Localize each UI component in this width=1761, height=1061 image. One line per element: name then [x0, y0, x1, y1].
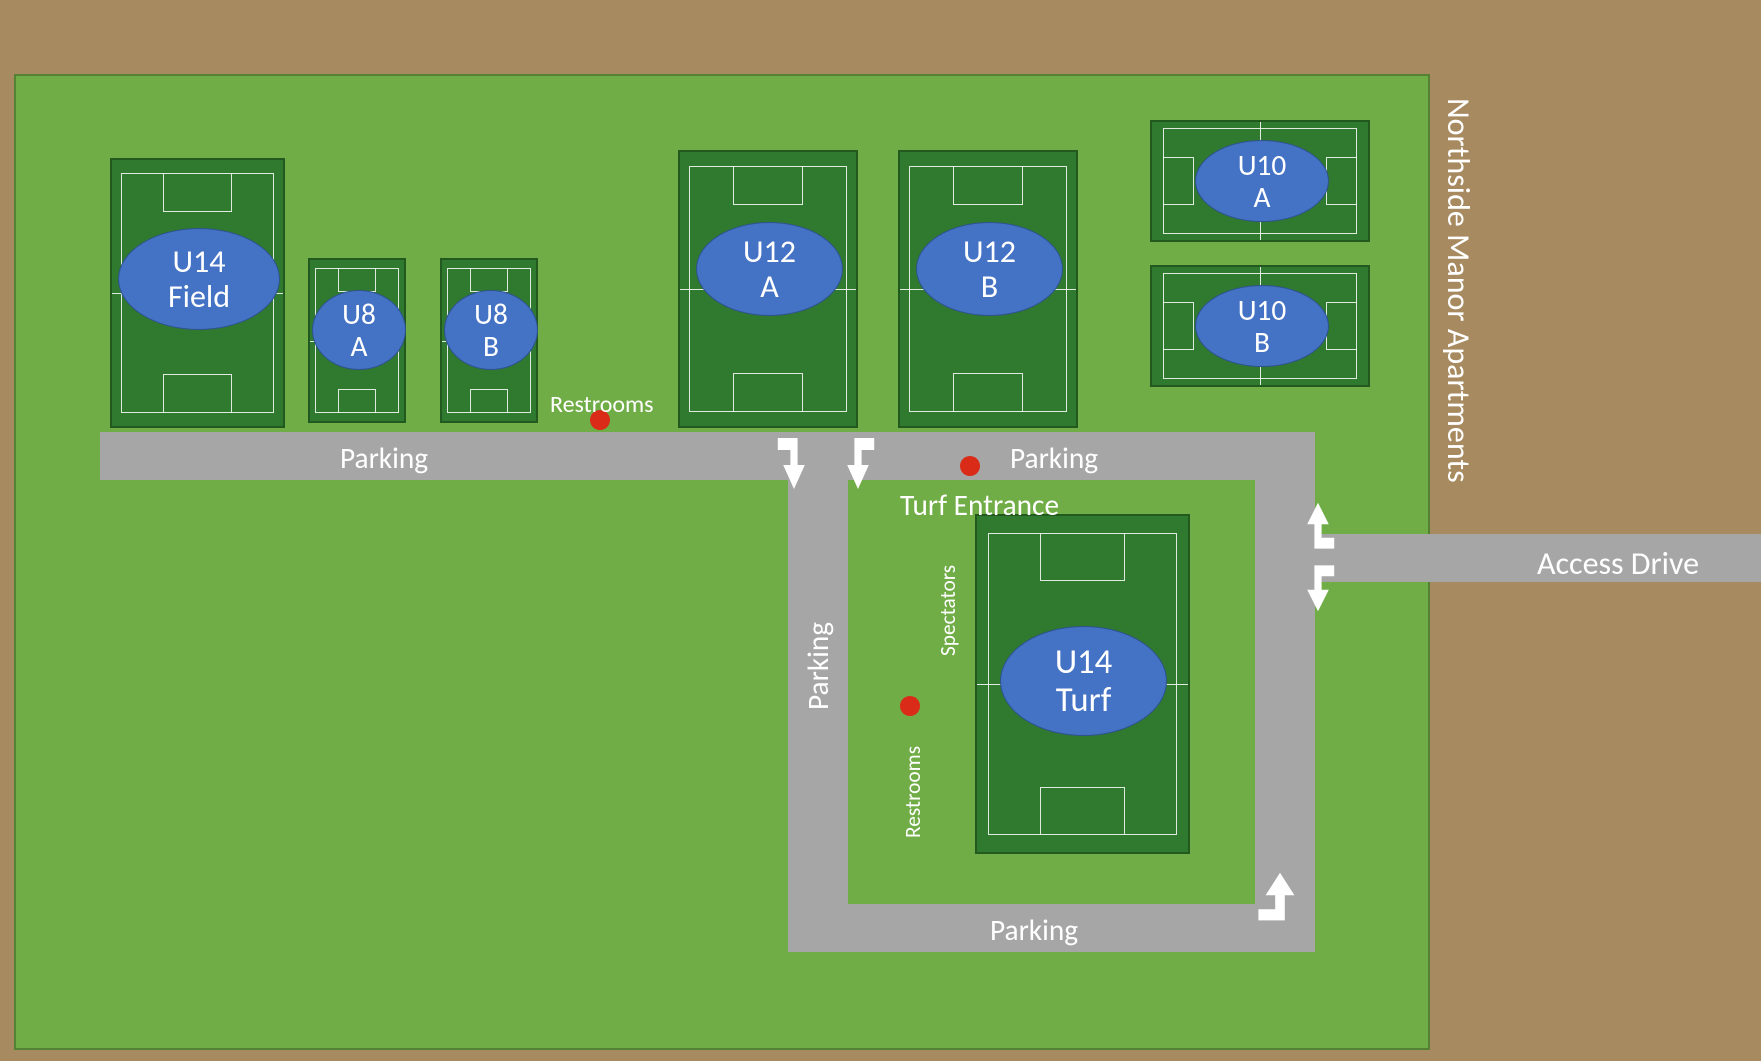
u10-b-label: U10 B [1195, 285, 1329, 367]
arrow-bottom-up [1256, 870, 1304, 926]
label-parking-bottom: Parking [990, 912, 1078, 948]
arrow-down-1 [776, 432, 812, 492]
u12-a-label: U12 A [696, 222, 843, 316]
label-spectators-vertical: Spectators [935, 565, 961, 656]
mid-vert-road [788, 480, 848, 952]
u14-turf-label: U14 Turf [1000, 626, 1167, 736]
label-parking-top-right: Parking [1010, 440, 1098, 476]
label-restrooms-vertical: Restrooms [900, 746, 926, 838]
arrow-access-up [1300, 500, 1336, 554]
top-road [100, 432, 1315, 480]
label-apartments: Northside Manor Apartments [1018, 98, 1478, 140]
u8-a-label: U8 A [312, 290, 406, 370]
restroom-dot-mid [900, 696, 920, 716]
u8-b-label: U8 B [444, 290, 538, 370]
arrow-down-2 [840, 432, 876, 492]
u12-b-label: U12 B [916, 222, 1063, 316]
label-parking-top-left: Parking [340, 440, 428, 476]
diagram-stage: U14 Field U8 A U8 B U12 A U12 B U10 A U10 B U14… [0, 0, 1761, 1061]
u14-field-label: U14 Field [118, 228, 280, 330]
label-restrooms-top: Restrooms [550, 390, 654, 419]
label-turf-entrance: Turf Entrance [900, 487, 1059, 523]
arrow-access-dn [1300, 560, 1336, 614]
u10-a-label: U10 A [1195, 140, 1329, 222]
label-access-drive: Access Drive [1537, 544, 1699, 583]
restroom-dot-turf [960, 456, 980, 476]
label-parking-vertical: Parking [800, 622, 836, 710]
